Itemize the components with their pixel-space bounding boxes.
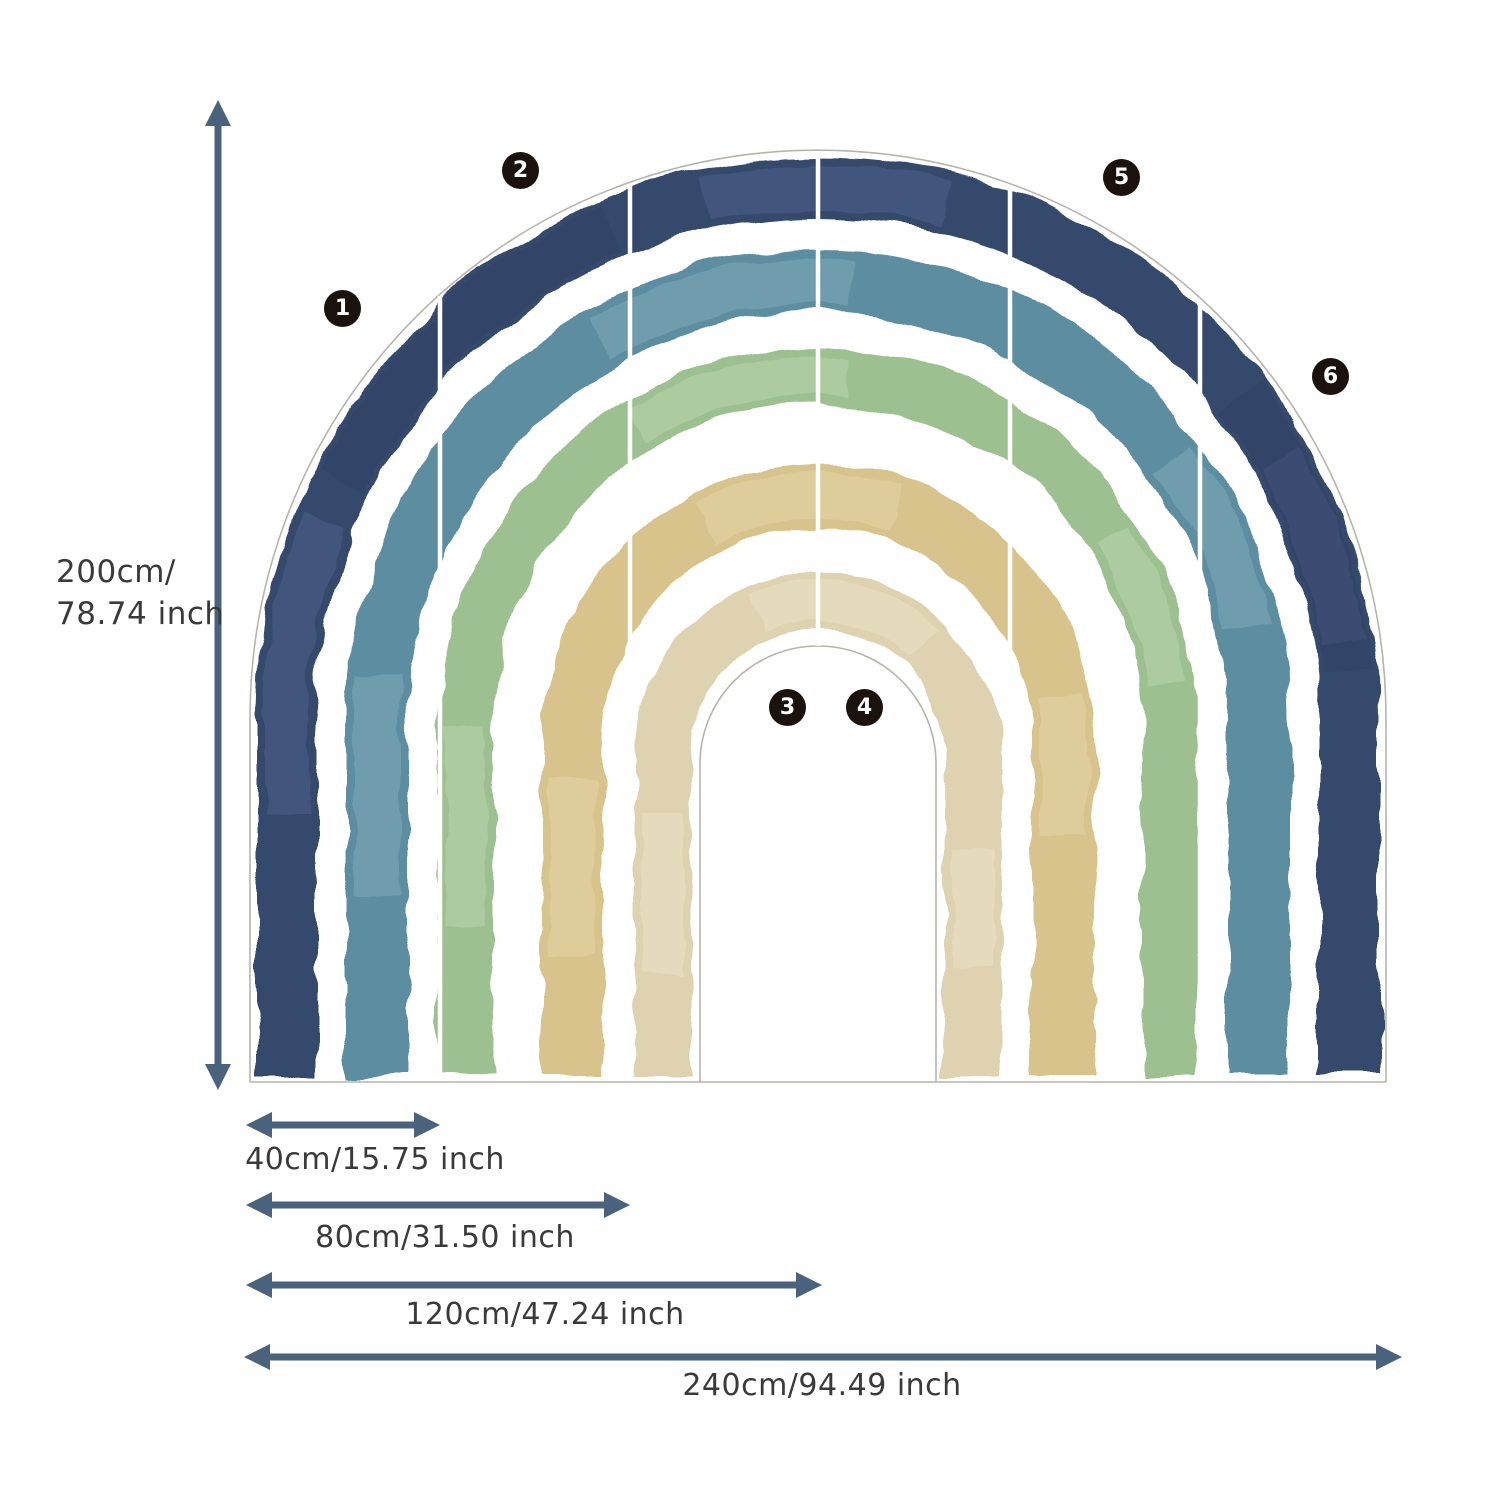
rainbow-band-navy-shadow [262, 162, 1374, 1076]
height-inch-text: 78.74 inch [56, 596, 225, 632]
decal-outline [249, 149, 1387, 1083]
width-80cm-label: 80cm/31.50 inch [315, 1220, 575, 1255]
panel-badge-4: 4 [846, 689, 883, 726]
width-arrow-120cm [246, 1272, 822, 1298]
panel-badge-6: 6 [1312, 358, 1349, 395]
panel-badge-3: 3 [769, 689, 806, 726]
width-arrow-80cm [246, 1192, 630, 1218]
height-cm-text: 200cm/ [56, 554, 176, 590]
width-arrow-240cm [244, 1344, 1402, 1370]
outer-cut-outline [249, 149, 1387, 1082]
panel-divider-lines [437, 152, 1203, 1079]
inner-arch-outline [699, 645, 937, 1082]
panel-badge-1: 1 [324, 290, 361, 327]
height-dimension-label: 200cm/ 78.74 inch [56, 551, 225, 635]
width-arrow-40cm [246, 1112, 440, 1138]
panel-badge-2: 2 [502, 152, 539, 189]
width-240cm-label: 240cm/94.49 inch [682, 1368, 962, 1403]
width-40cm-label: 40cm/15.75 inch [245, 1142, 505, 1177]
height-arrow-200cm [205, 100, 231, 1090]
width-120cm-label: 120cm/47.24 inch [405, 1297, 685, 1332]
panel-badge-5: 5 [1103, 159, 1140, 196]
rainbow-band-beige [634, 572, 1002, 1076]
dimension-arrows [205, 100, 1402, 1370]
